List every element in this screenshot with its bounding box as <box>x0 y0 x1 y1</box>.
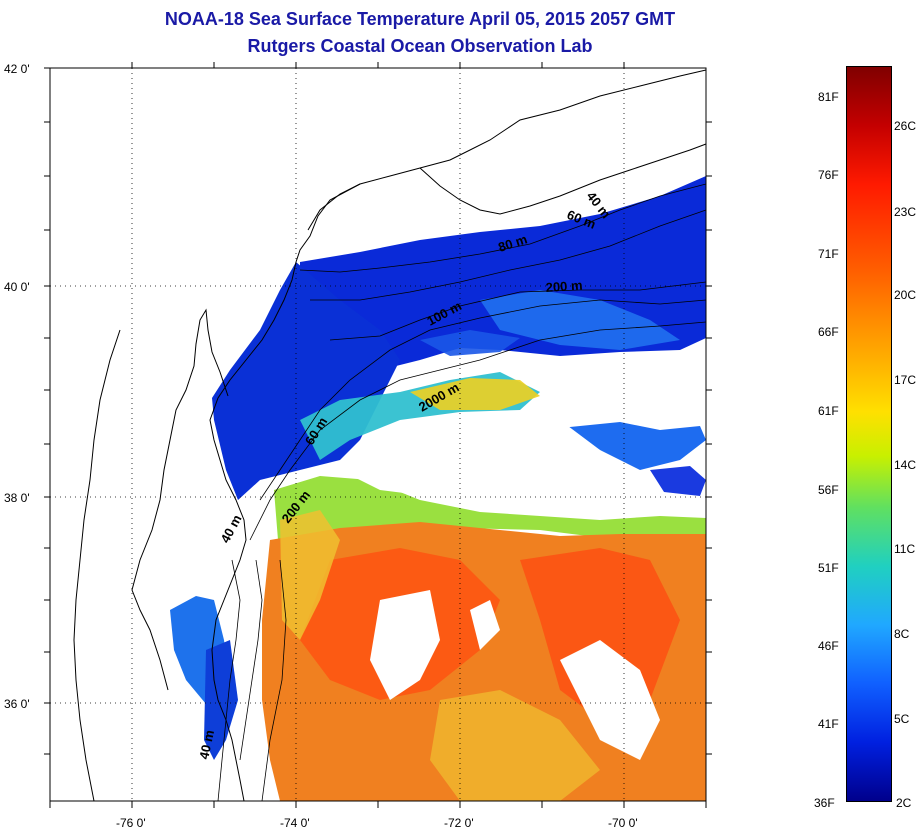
colorbar-f-label: 71F <box>818 247 839 261</box>
colorbar-f-label: 41F <box>818 717 839 731</box>
colorbar-c-label: 5C <box>894 712 910 726</box>
shelf-break-patch-2 <box>420 330 520 356</box>
slope-water-yellow <box>410 378 540 410</box>
lat-tick-40: 40 0' <box>4 280 30 294</box>
colorbar-c-label: 11C <box>894 542 916 556</box>
sst-field <box>170 176 706 801</box>
temperature-colorbar <box>846 66 892 802</box>
isobaths <box>217 183 707 802</box>
isobath-label: 40 m <box>217 512 244 545</box>
lon-tick-70: -70 0' <box>608 816 638 830</box>
east-blue-patch <box>560 422 706 470</box>
colorbar-c-label: 2C <box>896 796 912 810</box>
colorbar-c-label: 26C <box>894 119 917 133</box>
lat-tick-38: 38 0' <box>4 491 30 505</box>
colorbar-f-label: 51F <box>818 561 839 575</box>
nc-inner-shelf <box>204 640 238 760</box>
lon-tick-72: -72 0' <box>444 816 474 830</box>
frame-ticks <box>44 62 712 808</box>
colorbar-f-label: 46F <box>818 639 839 653</box>
lon-tick-76: -76 0' <box>116 816 146 830</box>
colorbar-c-label: 14C <box>894 458 917 472</box>
colorbar-f-label: 66F <box>818 325 839 339</box>
shelf-break-patch <box>480 290 680 350</box>
colorbar-f-label: 36F <box>814 796 835 810</box>
colorbar-f-label: 56F <box>818 483 839 497</box>
colorbar-f-label: 76F <box>818 168 839 182</box>
coastline <box>73 69 707 802</box>
cloud-gap-3 <box>470 600 500 650</box>
isobath-label: 40 m <box>196 729 217 761</box>
cloud-gap <box>370 590 440 700</box>
isobath-label: 200 m <box>545 277 583 295</box>
graticule <box>50 68 706 801</box>
cloud-gap-4 <box>340 412 620 500</box>
colorbar-c-label: 8C <box>894 627 910 641</box>
east-blue-patch-2 <box>650 466 706 496</box>
cloud-gap-2 <box>560 640 660 760</box>
colorbar-c-label: 23C <box>894 205 917 219</box>
gulf-stream-yellow <box>280 510 340 640</box>
north-wall-green <box>274 476 706 560</box>
mid-atlantic-shelf <box>212 262 400 500</box>
map-subtitle: Rutgers Coastal Ocean Observation Lab <box>247 36 593 56</box>
map-title: NOAA-18 Sea Surface Temperature April 05… <box>164 9 676 29</box>
gulf-stream-yellow-2 <box>430 690 600 801</box>
lat-tick-42: 42 0' <box>4 62 30 76</box>
colorbar-f-label: 81F <box>818 90 839 104</box>
lon-tick-74: -74 0' <box>280 816 310 830</box>
lat-tick-36: 36 0' <box>4 697 30 711</box>
colorbar-c-label: 17C <box>894 373 917 387</box>
colorbar-c-label: 20C <box>894 288 917 302</box>
colorbar-f-label: 61F <box>818 404 839 418</box>
